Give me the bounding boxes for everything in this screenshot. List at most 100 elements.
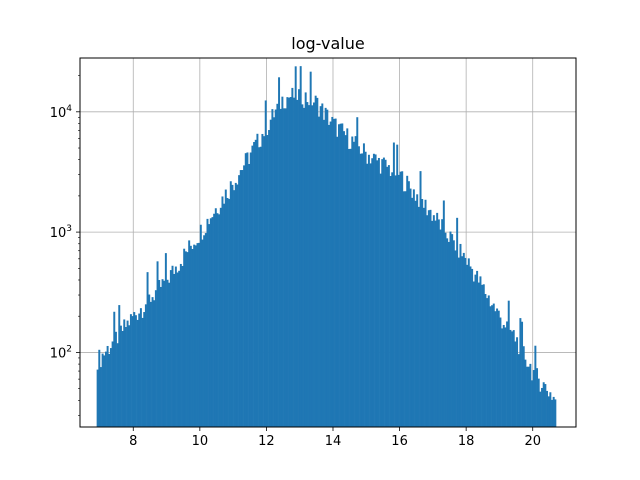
histogram-bar xyxy=(211,217,214,427)
histogram-bar xyxy=(547,396,550,427)
histogram-bar xyxy=(158,280,161,427)
histogram-bar xyxy=(164,253,167,427)
histogram-bar xyxy=(537,378,540,427)
histogram-bar xyxy=(431,220,434,427)
histogram-bar xyxy=(274,109,277,428)
histogram-bar xyxy=(346,128,349,427)
histogram-bar xyxy=(254,139,257,427)
histogram-bar xyxy=(461,256,464,427)
histogram-bar xyxy=(279,108,282,427)
histogram-bar xyxy=(331,116,334,427)
histogram-bar xyxy=(226,197,229,427)
histogram-bar xyxy=(253,142,256,427)
histogram-bar xyxy=(329,121,332,427)
histogram-bar xyxy=(314,95,317,427)
histogram-bar xyxy=(151,297,154,427)
histogram-bar xyxy=(309,71,312,427)
histogram-bar xyxy=(143,312,146,427)
histogram-bar xyxy=(294,66,297,427)
histogram-bar xyxy=(128,325,131,427)
histogram-bar xyxy=(308,105,310,428)
histogram-bar xyxy=(249,152,252,427)
histogram-bar xyxy=(336,136,339,427)
y-tick-label: 102 xyxy=(50,344,72,361)
histogram-bar xyxy=(311,105,314,427)
histogram-bar xyxy=(482,284,485,427)
x-tick-label: 10 xyxy=(192,434,209,449)
histogram-bar xyxy=(129,314,132,427)
histogram-bar xyxy=(462,252,465,427)
histogram-bar xyxy=(281,96,284,427)
histogram-bar xyxy=(166,279,169,427)
histogram-bar xyxy=(179,263,182,427)
x-tick-label: 16 xyxy=(391,434,408,449)
histogram-bar xyxy=(504,327,507,427)
histogram-bar xyxy=(359,153,362,427)
histogram-bar xyxy=(171,265,174,427)
histogram-bar xyxy=(114,331,117,427)
histogram-bar xyxy=(456,217,459,427)
histogram-bar xyxy=(234,182,237,427)
histogram-bar xyxy=(489,306,492,427)
histogram-bar xyxy=(163,280,166,427)
histogram-bar xyxy=(264,100,267,427)
histogram-bar xyxy=(374,154,377,428)
histogram-bar xyxy=(449,231,452,427)
histogram-bar xyxy=(352,141,355,427)
histogram-bar xyxy=(141,317,144,427)
histogram-bar xyxy=(534,345,537,427)
histogram-bar xyxy=(303,107,305,428)
histogram-bar xyxy=(323,119,325,427)
histogram-bar xyxy=(199,224,202,427)
histogram-bar xyxy=(103,355,106,427)
histogram-bar xyxy=(396,144,399,427)
histogram-bar xyxy=(501,328,504,427)
histogram-bar xyxy=(316,97,319,427)
histogram-bar xyxy=(369,163,372,427)
histogram-bar xyxy=(444,232,447,427)
histogram-bar xyxy=(148,294,151,427)
histogram-bar xyxy=(411,197,414,427)
histogram-bar xyxy=(332,118,335,428)
histogram-bar xyxy=(551,399,553,427)
histogram-bar xyxy=(228,198,231,427)
histogram-bar xyxy=(397,174,400,427)
histogram-bar xyxy=(284,108,287,428)
histogram-bar xyxy=(459,243,462,427)
histogram-bar xyxy=(266,135,269,427)
histogram-bar xyxy=(467,258,470,427)
histogram-bar xyxy=(496,308,499,427)
histogram-bar xyxy=(506,321,509,427)
histogram-bar xyxy=(421,198,424,427)
histogram-bar xyxy=(481,284,484,427)
histogram-bar xyxy=(494,311,497,427)
histogram-bar xyxy=(471,268,474,427)
histogram-bar xyxy=(477,282,480,427)
histogram-bar xyxy=(517,354,520,427)
histogram-bar xyxy=(188,240,191,427)
histogram-bar xyxy=(372,153,375,427)
histogram-bar xyxy=(123,319,126,427)
histogram-bar xyxy=(169,270,172,427)
histogram-bar xyxy=(452,240,455,427)
histogram-bar xyxy=(511,331,514,427)
x-tick-label: 14 xyxy=(325,434,342,449)
histogram-bar xyxy=(271,109,274,427)
histogram-bar xyxy=(321,103,324,428)
histogram-bar xyxy=(238,175,241,427)
histogram-bar xyxy=(118,305,121,427)
histogram-bar xyxy=(441,219,444,427)
histogram-bar xyxy=(173,273,176,427)
histogram-bar xyxy=(208,224,211,427)
histogram-bar xyxy=(491,305,494,427)
histogram-bar xyxy=(454,250,457,427)
histogram-bar xyxy=(472,281,475,427)
histogram-bar xyxy=(451,234,454,427)
histogram-bar xyxy=(387,165,390,428)
histogram-bar xyxy=(507,300,510,427)
histogram-bar xyxy=(221,196,224,427)
histogram-bar xyxy=(246,152,249,427)
histogram-bar xyxy=(476,270,479,427)
histogram-bar xyxy=(231,184,234,427)
histogram-bar xyxy=(101,353,104,427)
